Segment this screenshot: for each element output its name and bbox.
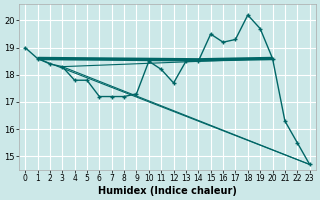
X-axis label: Humidex (Indice chaleur): Humidex (Indice chaleur) bbox=[98, 186, 237, 196]
